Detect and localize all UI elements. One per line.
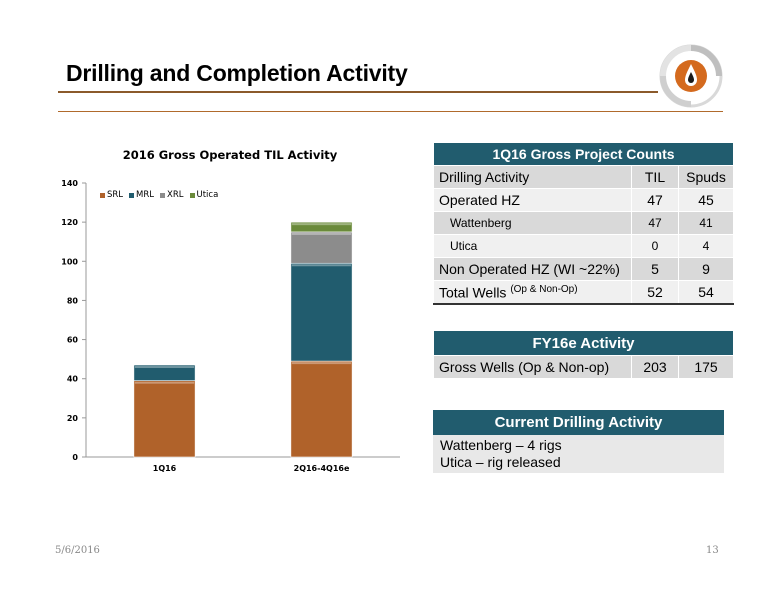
total-wells-note: (Op & Non-Op): [510, 283, 578, 295]
y-tick-label: 20: [67, 414, 79, 423]
cell-spuds: 45: [678, 188, 734, 212]
cell-til: 52: [631, 280, 679, 305]
company-logo: [659, 44, 723, 108]
legend-swatch: [100, 192, 105, 198]
y-tick-label: 40: [67, 375, 79, 384]
legend-swatch: [129, 192, 135, 198]
row-label-non-operated-hz: Non Operated HZ (WI ~22%): [433, 257, 632, 281]
row-label-total-wells: Total Wells (Op & Non-Op): [433, 280, 632, 305]
current-drilling-header: Current Drilling Activity: [433, 410, 724, 435]
cell-spuds: 9: [678, 257, 734, 281]
slide-title: Drilling and Completion Activity: [66, 60, 408, 86]
bar-segment-highlight: [134, 381, 195, 384]
chart-legend: SRL MRL XRL Utica: [100, 190, 218, 200]
column-header-til: TIL: [631, 165, 679, 189]
cell-til: 47: [631, 188, 679, 212]
y-tick-label: 100: [61, 257, 78, 266]
bar-segment-srl: [133, 380, 196, 458]
legend-item: Utica: [189, 190, 219, 200]
bar-segment-highlight: [291, 223, 352, 226]
bar-segment-highlight: [291, 232, 352, 235]
bar-segment-highlight: [134, 366, 195, 369]
header-divider: [58, 111, 723, 112]
row-label-utica: Utica: [433, 234, 632, 258]
cell-spuds: 41: [678, 211, 734, 235]
page-number: 13: [706, 545, 719, 556]
legend-label: Utica: [196, 190, 219, 200]
legend-item: SRL: [100, 190, 123, 200]
cell-spuds: 4: [678, 234, 734, 258]
y-tick-label: 80: [67, 296, 79, 305]
title-underline: [58, 91, 658, 93]
bar-segment-mrl: [133, 364, 196, 381]
total-wells-label: Total Wells: [439, 284, 507, 301]
fy16e-label: Gross Wells (Op & Non-op): [433, 355, 632, 379]
y-tick-label: 120: [61, 218, 78, 227]
fy16e-activity-table: FY16e Activity Gross Wells (Op & Non-op)…: [433, 330, 734, 379]
chart-title: 2016 Gross Operated TIL Activity: [122, 148, 338, 162]
column-header-spuds: Spuds: [678, 165, 734, 189]
bar-segment-highlight: [291, 264, 352, 267]
cell-til: 0: [631, 234, 679, 258]
current-drilling-body: Wattenberg – 4 rigs Utica – rig released: [433, 435, 724, 473]
y-tick-label: 140: [61, 179, 78, 188]
x-tick-label: 2Q16-4Q16e: [294, 464, 350, 473]
legend-item: MRL: [129, 190, 154, 200]
y-tick-label: 0: [72, 453, 78, 462]
legend-swatch: [160, 192, 166, 198]
footer-date: 5/6/2016: [55, 545, 100, 556]
bar-segment-utica: [290, 221, 353, 233]
fy16e-header: FY16e Activity: [433, 330, 734, 356]
column-header-activity: Drilling Activity: [433, 165, 632, 189]
fy16e-value-1: 203: [631, 355, 679, 379]
x-tick-label: 1Q16: [153, 464, 177, 473]
chart-plot: 0 20 40 60 80 100 120 140 1Q16 2Q16-4Q16e: [61, 179, 400, 473]
y-tick-label: 60: [67, 336, 79, 345]
cell-til: 47: [631, 211, 679, 235]
bar-segment-highlight: [291, 362, 352, 365]
legend-item: XRL: [160, 190, 184, 200]
bar-segment-srl: [290, 360, 353, 458]
current-drilling-line: Utica – rig released: [440, 454, 561, 470]
legend-swatch: [189, 192, 195, 198]
cell-spuds: 54: [678, 280, 734, 305]
legend-label: XRL: [167, 190, 184, 200]
til-activity-chart: 2016 Gross Operated TIL Activity SRL MRL X…: [40, 140, 410, 480]
row-label-wattenberg: Wattenberg: [433, 211, 632, 235]
project-counts-table: 1Q16 Gross Project Counts Drilling Activ…: [433, 142, 734, 305]
current-drilling-box: Current Drilling Activity Wattenberg – 4…: [433, 410, 724, 473]
project-counts-header: 1Q16 Gross Project Counts: [433, 142, 734, 166]
cell-til: 5: [631, 257, 679, 281]
fy16e-value-2: 175: [678, 355, 734, 379]
legend-label: SRL: [107, 190, 124, 200]
bar-segment-mrl: [290, 262, 353, 362]
row-label-operated-hz: Operated HZ: [433, 188, 632, 212]
current-drilling-line: Wattenberg – 4 rigs: [440, 437, 562, 453]
legend-label: MRL: [136, 190, 155, 200]
bar-segment-xrl: [290, 231, 353, 264]
